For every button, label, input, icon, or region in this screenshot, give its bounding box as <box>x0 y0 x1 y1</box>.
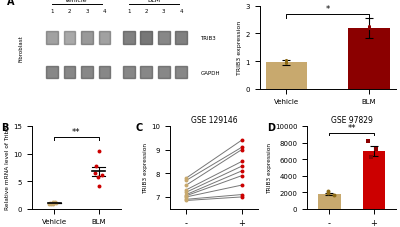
Y-axis label: TRIB3 expression: TRIB3 expression <box>267 142 272 193</box>
Text: Fibroblast: Fibroblast <box>19 35 24 61</box>
Point <box>238 193 245 197</box>
Text: 2: 2 <box>68 9 71 14</box>
Point <box>238 148 245 152</box>
Bar <box>123 32 135 44</box>
Point <box>183 193 190 197</box>
Point <box>92 171 98 175</box>
Point <box>238 139 245 142</box>
Point <box>238 183 245 187</box>
Bar <box>363 151 385 209</box>
Bar <box>176 67 187 79</box>
Text: **: ** <box>72 127 81 136</box>
Text: 4: 4 <box>180 9 183 14</box>
Point <box>183 195 190 199</box>
Point <box>325 190 331 193</box>
Point <box>50 201 56 205</box>
Point <box>238 160 245 163</box>
Bar <box>99 67 110 79</box>
Text: C: C <box>136 122 143 132</box>
Bar <box>64 67 75 79</box>
Point <box>238 165 245 168</box>
Point <box>283 61 290 64</box>
Point <box>183 190 190 194</box>
Text: 4: 4 <box>103 9 106 14</box>
Point <box>183 176 190 180</box>
Bar <box>140 67 152 79</box>
Point <box>283 59 290 63</box>
Bar <box>318 194 340 209</box>
Point <box>96 184 102 188</box>
Bar <box>158 67 170 79</box>
Y-axis label: TRIB3 expression: TRIB3 expression <box>238 21 242 75</box>
Point <box>48 202 55 206</box>
Y-axis label: Relative mRNA level of Trib3: Relative mRNA level of Trib3 <box>6 126 10 210</box>
Point <box>283 62 290 65</box>
Text: 3: 3 <box>162 9 166 14</box>
Text: TRIB3: TRIB3 <box>200 36 216 41</box>
Point <box>366 26 372 30</box>
Point <box>366 25 372 28</box>
Text: 1: 1 <box>127 9 130 14</box>
Point <box>93 164 99 168</box>
Bar <box>99 32 110 44</box>
Point <box>368 156 374 160</box>
Bar <box>348 29 390 89</box>
Y-axis label: TRIB3 expression: TRIB3 expression <box>143 142 148 193</box>
Bar <box>266 63 307 89</box>
Bar <box>140 32 152 44</box>
Point <box>52 200 58 204</box>
Point <box>183 199 190 202</box>
Point <box>238 195 245 199</box>
Text: B: B <box>1 122 8 132</box>
Text: 2: 2 <box>144 9 148 14</box>
Text: A: A <box>7 0 14 7</box>
Point <box>183 183 190 187</box>
Text: **: ** <box>347 123 356 132</box>
Point <box>96 149 103 153</box>
Text: BLM: BLM <box>147 0 160 3</box>
Point <box>373 148 379 151</box>
Bar <box>158 32 170 44</box>
Bar <box>81 67 93 79</box>
Point <box>183 179 190 182</box>
Bar <box>46 32 58 44</box>
Point <box>366 27 372 31</box>
Point <box>183 188 190 192</box>
Point <box>50 202 56 205</box>
Title: GSE 97829: GSE 97829 <box>331 115 372 124</box>
Point <box>99 173 106 177</box>
Text: 3: 3 <box>85 9 89 14</box>
Point <box>366 27 372 31</box>
Title: GSE 129146: GSE 129146 <box>191 115 237 124</box>
Point <box>238 169 245 173</box>
Point <box>46 202 53 205</box>
Point <box>95 175 101 179</box>
Bar <box>123 67 135 79</box>
Bar <box>81 32 93 44</box>
Point <box>52 202 59 205</box>
Point <box>324 191 331 195</box>
Text: GAPDH: GAPDH <box>200 70 220 75</box>
Point <box>283 60 290 64</box>
Point <box>50 201 56 204</box>
Point <box>238 146 245 149</box>
Point <box>50 201 56 205</box>
Bar <box>64 32 75 44</box>
Point <box>238 174 245 178</box>
Point <box>183 197 190 201</box>
Bar <box>46 67 58 79</box>
Text: Vehicle: Vehicle <box>65 0 88 3</box>
Text: *: * <box>326 5 330 14</box>
Point <box>46 202 52 206</box>
Point <box>364 139 371 143</box>
Text: 1: 1 <box>50 9 54 14</box>
Text: D: D <box>267 122 275 132</box>
Bar <box>176 32 187 44</box>
Point <box>183 194 190 198</box>
Point <box>330 193 337 197</box>
